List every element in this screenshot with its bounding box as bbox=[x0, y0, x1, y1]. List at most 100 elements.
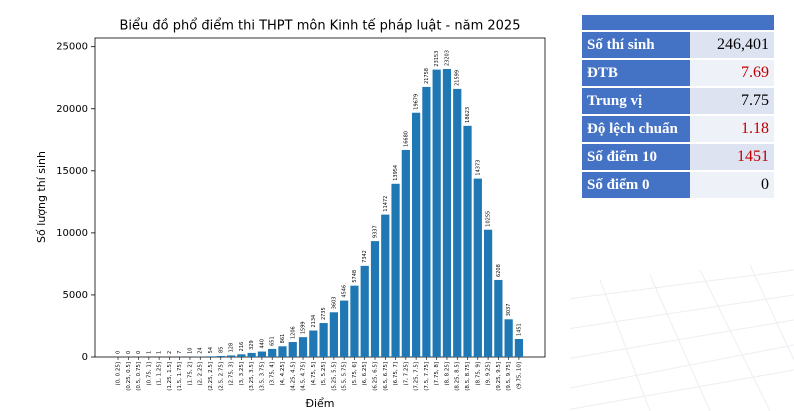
data-label: 11472 bbox=[383, 196, 389, 212]
data-label: 0 bbox=[116, 351, 122, 354]
x-tick-label: (9.5, 9.75] bbox=[506, 362, 512, 391]
bar bbox=[329, 312, 338, 357]
x-tick-label: (6.75, 7] bbox=[393, 362, 399, 386]
data-label: 5748 bbox=[352, 270, 358, 283]
x-tick-label: (9.75, 10] bbox=[516, 362, 522, 389]
x-axis-label: Điểm bbox=[305, 397, 334, 410]
x-tick-label: (1.25, 1.5] bbox=[167, 362, 173, 391]
data-label: 10255 bbox=[486, 211, 492, 227]
x-tick-label: (4.5, 4.75] bbox=[301, 362, 307, 391]
x-tick-label: (0.25, 0.5] bbox=[126, 362, 132, 391]
table-header bbox=[582, 15, 774, 30]
x-tick-label: (0, 0.25] bbox=[116, 362, 122, 386]
data-label: 1 bbox=[146, 351, 152, 354]
header-cell bbox=[690, 15, 774, 30]
row-label: ĐTB bbox=[582, 60, 690, 86]
data-label: 0 bbox=[136, 351, 142, 354]
bar bbox=[237, 354, 246, 357]
data-label: 23153 bbox=[434, 51, 440, 67]
bar bbox=[432, 69, 441, 358]
table-row: Số thí sinh 246,401 bbox=[582, 32, 774, 58]
row-value: 7.75 bbox=[690, 88, 774, 114]
x-tick-label: (9, 9.25] bbox=[486, 362, 492, 386]
row-label: Số thí sinh bbox=[582, 32, 690, 58]
bar bbox=[350, 285, 359, 357]
data-label: 440 bbox=[259, 339, 265, 349]
x-tick-label: (3, 3.25] bbox=[239, 362, 245, 386]
table-row: Trung vị 7.75 bbox=[582, 88, 774, 114]
data-label: 9337 bbox=[373, 225, 379, 238]
bar bbox=[247, 352, 256, 357]
bar bbox=[360, 265, 369, 357]
data-label: 1599 bbox=[301, 321, 307, 334]
x-tick-label: (8.75, 9] bbox=[475, 362, 481, 386]
data-label: 6208 bbox=[496, 264, 502, 277]
row-label: Độ lệch chuẩn bbox=[582, 116, 690, 142]
data-label: 1206 bbox=[290, 326, 296, 339]
x-tick-label: (6.25, 6.5] bbox=[373, 362, 379, 391]
row-value: 0 bbox=[690, 172, 774, 198]
x-tick-label: (2.75, 3] bbox=[229, 362, 235, 386]
data-label: 18623 bbox=[465, 107, 471, 123]
data-label: 10 bbox=[187, 348, 193, 354]
bar bbox=[453, 88, 462, 357]
data-label: 3037 bbox=[506, 304, 512, 317]
data-label: 19679 bbox=[414, 94, 420, 110]
data-label: 1 bbox=[157, 351, 163, 354]
y-tick-label: 25000 bbox=[56, 42, 88, 53]
x-tick-label: (2.5, 2.75] bbox=[218, 362, 224, 391]
data-label: 3603 bbox=[331, 297, 337, 310]
x-tick-label: (7.75, 8] bbox=[434, 362, 440, 386]
bar bbox=[206, 356, 215, 357]
x-tick-label: (4.25, 4.5] bbox=[290, 362, 296, 391]
bar bbox=[514, 338, 524, 357]
data-label: 2134 bbox=[311, 315, 317, 328]
bar bbox=[370, 241, 380, 357]
background-grid bbox=[559, 264, 794, 411]
bar bbox=[463, 125, 472, 357]
bar bbox=[401, 149, 410, 357]
x-tick-label: (7.25, 7.5] bbox=[414, 362, 420, 391]
x-tick-label: (7, 7.25] bbox=[403, 362, 409, 386]
bar bbox=[442, 68, 452, 357]
x-tick-label: (1.5, 1.75] bbox=[177, 362, 183, 391]
x-tick-label: (6.5, 6.75] bbox=[383, 362, 389, 391]
x-tick-label: (8.5, 8.75] bbox=[465, 362, 471, 391]
y-tick-label: 5000 bbox=[63, 290, 88, 301]
data-label: 2735 bbox=[321, 307, 327, 320]
header-cell bbox=[582, 15, 690, 30]
x-tick-label: (2, 2.25] bbox=[198, 362, 204, 386]
data-label: 7 bbox=[177, 351, 183, 354]
x-tick-label: (5, 5.25] bbox=[321, 362, 327, 386]
x-tick-label: (5.5, 5.75] bbox=[342, 362, 348, 391]
table-row: ĐTB 7.69 bbox=[582, 60, 774, 86]
bar bbox=[298, 337, 308, 357]
bar bbox=[412, 112, 421, 357]
x-tick-label: (4.75, 5] bbox=[311, 362, 317, 386]
data-label: 14373 bbox=[475, 160, 481, 176]
bar bbox=[473, 178, 482, 357]
data-label: 861 bbox=[280, 334, 286, 344]
bar bbox=[494, 279, 503, 357]
data-label: 2 bbox=[167, 351, 173, 354]
data-label: 21758 bbox=[424, 68, 430, 84]
row-value: 1451 bbox=[690, 144, 774, 170]
bar bbox=[391, 183, 400, 357]
table-row: Số điểm 10 1451 bbox=[582, 144, 774, 170]
row-value: 246,401 bbox=[690, 32, 774, 58]
x-tick-label: (0.75, 1] bbox=[146, 362, 152, 386]
bar bbox=[268, 348, 277, 357]
row-label: Số điểm 10 bbox=[582, 144, 690, 170]
row-label: Số điểm 0 bbox=[582, 172, 690, 198]
data-label: 651 bbox=[270, 336, 276, 346]
data-label: 4546 bbox=[342, 285, 348, 298]
y-tick-label: 20000 bbox=[56, 104, 88, 115]
data-label: 216 bbox=[239, 342, 245, 352]
x-tick-label: (3.75, 4] bbox=[270, 362, 276, 386]
chart-title: Biểu đồ phổ điểm thi THPT môn Kinh tế ph… bbox=[120, 19, 521, 34]
row-label: Trung vị bbox=[582, 88, 690, 114]
x-tick-label: (8.25, 8.5] bbox=[455, 362, 461, 391]
